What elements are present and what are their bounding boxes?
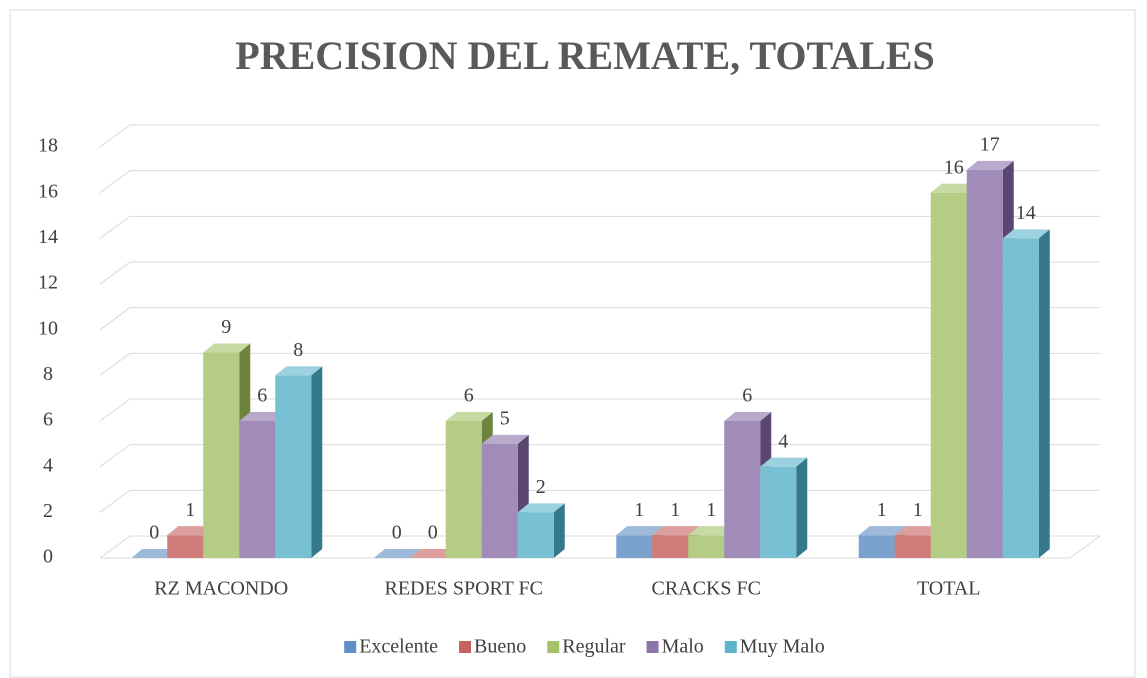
value-label: 1	[185, 499, 195, 521]
y-tick-label: 2	[43, 500, 53, 522]
bar	[930, 192, 967, 558]
bar-top	[275, 366, 323, 376]
bar-top	[517, 503, 565, 513]
floor-right	[1069, 535, 1101, 559]
value-label: 6	[464, 385, 474, 407]
value-label: 1	[877, 499, 887, 521]
y-tick-label: 16	[38, 180, 58, 202]
value-label: 0	[149, 522, 159, 544]
bar-top	[616, 526, 664, 536]
grid-line-side	[99, 398, 131, 422]
grid-line-side	[99, 124, 131, 148]
legend-swatch	[459, 641, 472, 653]
legend-label: Bueno	[474, 636, 526, 658]
bar	[966, 169, 1003, 559]
bar	[203, 352, 240, 558]
x-tick-label: RZ MACONDO	[154, 578, 288, 600]
chart-title: PRECISION DEL REMATE, TOTALES	[235, 33, 934, 78]
bar	[1002, 238, 1039, 559]
grid-line-side	[99, 170, 131, 194]
bar-top	[203, 343, 251, 353]
bar-top	[1002, 229, 1050, 239]
y-tick-label: 0	[43, 546, 53, 568]
value-label: 17	[980, 133, 1000, 155]
bar-side	[796, 457, 808, 558]
value-label: 6	[257, 385, 267, 407]
legend-label: Regular	[562, 636, 626, 658]
value-label: 4	[778, 430, 788, 452]
value-label: 1	[706, 499, 716, 521]
grid-line-side	[99, 215, 131, 239]
legend-swatch	[344, 641, 357, 653]
legend-swatch	[547, 641, 560, 653]
bar-top	[894, 526, 942, 536]
value-label: 5	[500, 407, 510, 429]
bar	[481, 443, 518, 558]
bar-top	[966, 160, 1014, 170]
value-label: 0	[392, 522, 402, 544]
bar	[517, 512, 554, 558]
bar	[445, 421, 482, 558]
value-label: 16	[944, 156, 964, 178]
bar-top	[445, 412, 493, 421]
value-label: 8	[293, 339, 303, 361]
bar	[275, 375, 312, 558]
value-label: 14	[1016, 202, 1036, 224]
value-label: 1	[913, 499, 923, 521]
value-label: 2	[536, 476, 546, 498]
legend-label: Malo	[662, 636, 704, 658]
bar-top	[930, 183, 978, 193]
bar-top	[652, 526, 700, 536]
value-label: 6	[742, 385, 752, 407]
bar	[652, 535, 689, 558]
bar-top	[373, 549, 421, 558]
bar-top	[481, 434, 529, 444]
grid-line-side	[99, 535, 131, 559]
legend-swatch	[646, 641, 659, 653]
value-label: 1	[634, 499, 644, 521]
bar-top	[858, 526, 906, 536]
bar-top	[167, 526, 215, 536]
y-tick-label: 6	[43, 409, 53, 431]
y-tick-label: 14	[38, 226, 58, 248]
x-tick-label: REDES SPORT FC	[385, 578, 544, 600]
bar	[167, 535, 204, 558]
bar	[894, 535, 931, 558]
bar-top	[724, 412, 772, 421]
bar-top	[760, 457, 808, 467]
grid-line-side	[99, 444, 131, 468]
y-tick-label: 8	[43, 363, 53, 385]
legend-swatch	[724, 641, 737, 653]
y-tick-label: 12	[38, 272, 58, 294]
bar-side	[1038, 229, 1050, 559]
y-tick-label: 4	[43, 454, 53, 476]
bar-top	[409, 549, 457, 558]
bar-side	[311, 366, 323, 558]
x-tick-label: CRACKS FC	[652, 578, 762, 600]
bar	[724, 421, 761, 558]
bar	[239, 421, 276, 558]
value-label: 9	[221, 316, 231, 338]
value-label: 0	[428, 522, 438, 544]
legend-label: Muy Malo	[740, 636, 825, 658]
value-label: 1	[670, 499, 680, 521]
bar	[760, 466, 797, 558]
x-tick-label: TOTAL	[917, 578, 981, 600]
bar	[688, 535, 725, 558]
bar	[858, 535, 895, 558]
grid-line-side	[99, 489, 131, 513]
bar-top	[688, 526, 736, 536]
bar	[616, 535, 653, 558]
bar-top	[131, 549, 179, 558]
y-tick-label: 10	[38, 317, 58, 339]
y-tick-label: 18	[38, 135, 58, 157]
legend-label: Excelente	[359, 636, 438, 658]
grid-line-side	[99, 352, 131, 376]
grid-line-side	[99, 307, 131, 331]
grid-line-side	[99, 261, 131, 285]
bar-top	[239, 412, 287, 421]
bar-side	[553, 503, 565, 558]
